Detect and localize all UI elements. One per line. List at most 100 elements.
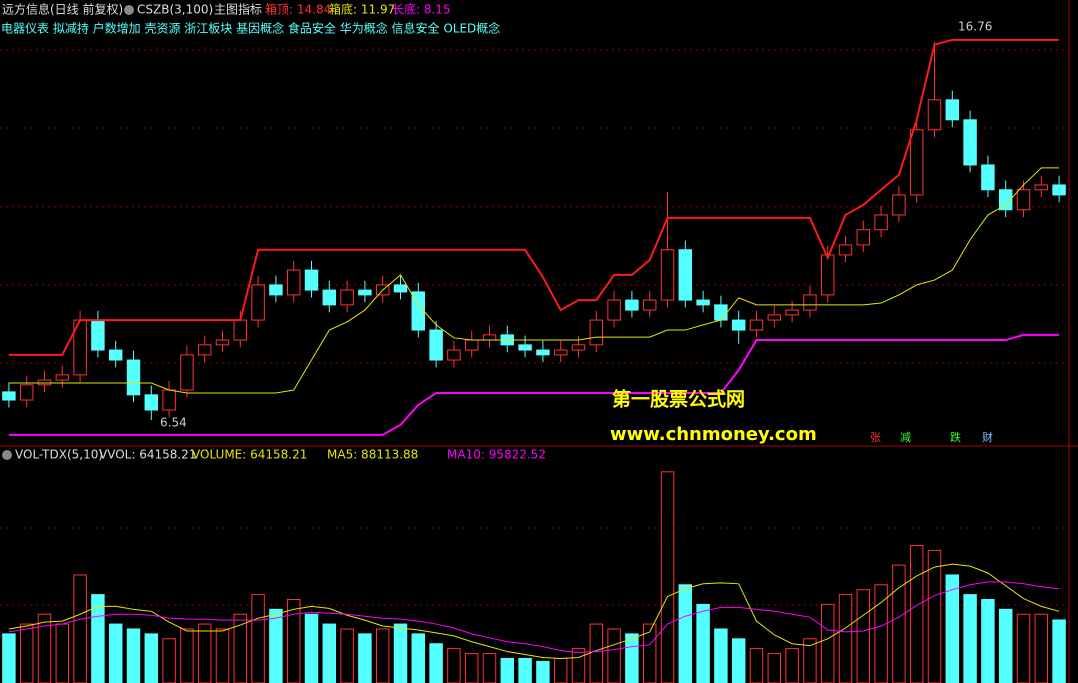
- candle-body: [464, 339, 479, 351]
- candle-body: [340, 289, 354, 306]
- candle-body: [286, 269, 301, 296]
- candle-body: [19, 384, 34, 401]
- volume-bar: [660, 471, 675, 683]
- candle-body: [55, 374, 70, 381]
- volume-bar: [55, 623, 70, 683]
- candle-body: [660, 249, 675, 301]
- ma-line: [8, 581, 1060, 654]
- volume-bar: [909, 544, 924, 683]
- candle-body: [803, 294, 817, 311]
- candle-body: [269, 284, 283, 296]
- volume-bar: [144, 633, 159, 683]
- volume-bar: [1034, 613, 1049, 683]
- candle-body: [998, 189, 1013, 211]
- badge: 财: [982, 430, 993, 444]
- stock-title: 远方信息(日线 前复权): [2, 2, 123, 17]
- volume-bar: [1016, 613, 1031, 683]
- candle-body: [838, 244, 853, 256]
- main-label: 主图指标: [214, 2, 262, 17]
- tags: 电器仪表 拟减持 户数增加 壳资源 浙江板块 基因概念 食品安全 华为概念 信息…: [1, 21, 500, 36]
- volume-bar: [625, 633, 639, 683]
- volume-bar: [447, 648, 461, 683]
- volume-bar: [286, 599, 301, 683]
- candle-body: [696, 299, 710, 306]
- candle-body: [553, 349, 568, 356]
- volume-bar: [998, 608, 1013, 683]
- volume-bar: [233, 613, 248, 683]
- vvol: VVOL: 64158.21: [99, 448, 196, 462]
- candle-body: [642, 299, 657, 311]
- volume-bar: [945, 574, 960, 683]
- candle-body: [892, 194, 906, 216]
- candle-body: [607, 299, 621, 321]
- volume-bar: [536, 660, 550, 683]
- volume-bar: [767, 653, 782, 683]
- candle-body: [358, 289, 372, 296]
- candle-body: [731, 319, 746, 331]
- candle-body: [678, 249, 693, 301]
- volume-bar: [696, 603, 710, 683]
- indicator-line: [8, 333, 1060, 436]
- volume-bar: [820, 603, 835, 683]
- volume-bar: [482, 653, 497, 683]
- volume-label: VOLUME: 64158.21: [192, 448, 307, 462]
- candle-body: [91, 319, 105, 351]
- candle-body: [108, 349, 123, 361]
- candle-body: [322, 289, 337, 306]
- indicator-name: CSZB(3,100): [137, 3, 213, 17]
- candle-body: [429, 329, 443, 361]
- candle-body: [571, 344, 586, 351]
- candle-body: [482, 334, 497, 341]
- volume-bar: [393, 623, 408, 683]
- ma-line: [8, 563, 1060, 659]
- candle-body: [2, 391, 16, 401]
- volume-bar: [1052, 619, 1066, 683]
- candle-body: [37, 379, 52, 386]
- volume-bar: [589, 623, 604, 683]
- candle-body: [447, 349, 461, 361]
- volume-bar: [838, 594, 853, 683]
- legend-box-top: 箱顶: 14.84: [265, 2, 331, 17]
- low-note: 6.54: [160, 416, 187, 430]
- candle-body: [518, 344, 532, 351]
- candle-body: [714, 304, 728, 321]
- volume-bar: [37, 613, 52, 683]
- candle-body: [126, 359, 141, 396]
- watermark-url: www.chnmoney.com: [610, 424, 817, 445]
- candle-body: [820, 254, 835, 296]
- candle-body: [1052, 184, 1066, 196]
- volume-bar: [553, 657, 568, 683]
- volume-bar: [678, 584, 693, 683]
- legend-long-bottom: 长底: 8.15: [392, 2, 451, 17]
- candle-body: [393, 284, 408, 293]
- volume-bar: [358, 633, 372, 683]
- candle-body: [1034, 184, 1049, 191]
- candle-body: [767, 314, 782, 321]
- candle-body: [874, 214, 888, 231]
- candle-body: [197, 344, 212, 356]
- volume-bar: [464, 653, 479, 683]
- candle-body: [144, 394, 159, 411]
- volume-bar: [892, 564, 906, 683]
- volume-bar: [785, 648, 799, 683]
- icon: [2, 450, 12, 460]
- candle-body: [589, 319, 604, 346]
- volume-bar: [411, 633, 426, 683]
- volume-bar: [731, 638, 746, 683]
- volume-bar: [215, 628, 230, 683]
- candle-body: [927, 99, 942, 131]
- candle-body: [536, 349, 550, 356]
- icon: [124, 5, 134, 15]
- volume-bar: [108, 623, 123, 683]
- volume-bar: [607, 628, 621, 683]
- volume-bar: [322, 623, 337, 683]
- badge: 减: [900, 431, 911, 444]
- volume-bar: [518, 657, 532, 683]
- volume-bar: [963, 594, 977, 683]
- volume-bar: [19, 623, 34, 683]
- candle-body: [251, 284, 265, 321]
- volume-bar: [162, 638, 176, 683]
- volume-bar: [180, 628, 194, 683]
- ma5-label: MA5: 88113.88: [327, 448, 418, 462]
